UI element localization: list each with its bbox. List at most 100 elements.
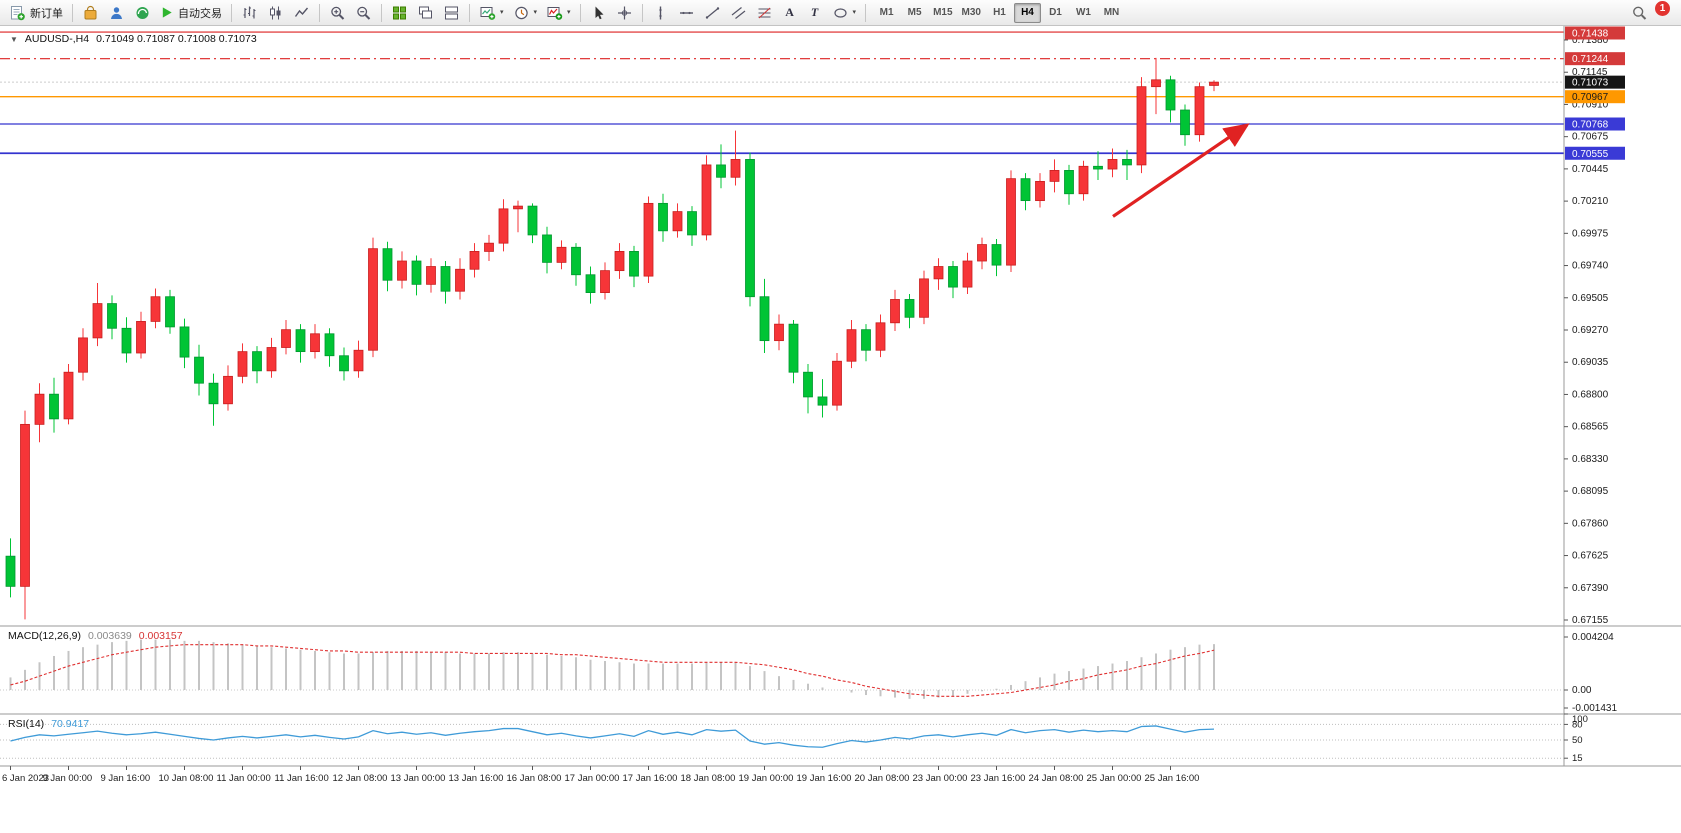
- macd-axis-label: 0.00: [1572, 685, 1592, 696]
- price-axis-label: 0.67625: [1572, 551, 1609, 562]
- market-button[interactable]: [78, 2, 103, 24]
- trendline-button[interactable]: [700, 2, 725, 24]
- candle: [1093, 165, 1103, 170]
- candle: [5, 555, 16, 587]
- price-axis-label: 0.69740: [1572, 261, 1609, 272]
- label-tool-button[interactable]: T: [803, 2, 827, 24]
- profiles-button[interactable]: ▾: [509, 2, 542, 24]
- zoom-out-button[interactable]: [351, 2, 376, 24]
- candle: [745, 159, 755, 298]
- candle: [208, 382, 219, 405]
- main-toolbar: 新订单 自动交易: [0, 0, 1681, 26]
- time-axis-label: 13 Jan 16:00: [449, 773, 504, 784]
- new-chart-icon: [480, 6, 496, 20]
- line-chart-button[interactable]: [289, 2, 314, 24]
- candlestick-chart-icon: [270, 6, 281, 19]
- candle: [629, 251, 639, 277]
- timeframe-MN[interactable]: MN: [1098, 3, 1125, 23]
- channel-button[interactable]: [726, 2, 751, 24]
- community-icon: [136, 6, 149, 19]
- new-order-button[interactable]: 新订单: [5, 2, 67, 24]
- shapes-button[interactable]: ▾: [828, 2, 861, 24]
- time-axis-label: 11 Jan 00:00: [217, 773, 271, 784]
- signals-button[interactable]: [104, 2, 129, 24]
- horizontal-line-button[interactable]: [674, 2, 699, 24]
- price-badge-label: 0.71073: [1572, 78, 1609, 89]
- toolbar-divider: [231, 3, 232, 22]
- macd-axis-label: -0.001431: [1572, 703, 1617, 714]
- candle: [556, 246, 567, 263]
- autotrading-label: 自动交易: [178, 7, 222, 20]
- time-axis-label: 23 Jan 16:00: [971, 773, 1026, 784]
- crosshair-button[interactable]: [612, 2, 637, 24]
- candle: [774, 323, 784, 342]
- shapes-icon: [833, 7, 847, 18]
- candle: [687, 211, 697, 236]
- candle: [34, 393, 45, 425]
- time-axis-label: 25 Jan 16:00: [1145, 773, 1200, 784]
- tile-windows-button[interactable]: [387, 2, 412, 24]
- arrange-windows-icon: [445, 6, 458, 19]
- candle: [948, 266, 958, 288]
- time-axis-label: 23 Jan 00:00: [913, 773, 968, 784]
- chart-window: 0.71380 0.71145 0.70910 0.70675 0.70445 0.702…: [0, 26, 1681, 833]
- vertical-line-icon: [658, 6, 662, 19]
- toolbar-divider: [579, 3, 581, 22]
- cascade-windows-icon: [419, 6, 432, 18]
- candle: [498, 208, 509, 244]
- zoom-in-button[interactable]: [325, 2, 350, 24]
- timeframe-M5[interactable]: M5: [901, 3, 928, 23]
- bar-chart-button[interactable]: [237, 2, 262, 24]
- price-badge: [1565, 146, 1625, 160]
- candle: [542, 234, 552, 263]
- time-axis-label: 16 Jan 08:00: [507, 773, 562, 784]
- candle: [165, 296, 175, 328]
- candle: [962, 260, 973, 288]
- timeframe-M15[interactable]: M15: [929, 3, 956, 23]
- candle: [252, 351, 262, 372]
- candlestick-chart-button[interactable]: [263, 2, 288, 24]
- trend-arrow[interactable]: [1112, 123, 1250, 218]
- text-tool-button[interactable]: A: [778, 2, 802, 24]
- timeframe-H1[interactable]: H1: [986, 3, 1013, 23]
- candle: [658, 202, 668, 232]
- candle: [397, 260, 407, 281]
- horizontal-line-icon: [679, 11, 693, 14]
- price-chart-canvas[interactable]: 0.71380 0.71145 0.70910 0.70675 0.70445 0.702…: [0, 26, 1681, 833]
- timeframe-toolbar: M1 M5 M15 M30 H1 H4 D1 W1 MN: [873, 2, 1125, 23]
- timeframe-D1[interactable]: D1: [1042, 3, 1069, 23]
- timeframe-M30[interactable]: M30: [958, 3, 985, 23]
- price-badge: [1565, 90, 1625, 104]
- vertical-line-button[interactable]: [648, 2, 673, 24]
- market-icon: [84, 5, 97, 19]
- time-axis-label: 10 Jan 08:00: [159, 773, 214, 784]
- candle: [353, 349, 364, 372]
- candle: [788, 323, 799, 373]
- candle: [1194, 86, 1205, 136]
- candle: [469, 251, 480, 270]
- timeframe-W1[interactable]: W1: [1070, 3, 1097, 23]
- indicators-button[interactable]: ▾: [542, 2, 575, 24]
- community-button[interactable]: [130, 2, 155, 24]
- timeframe-H4[interactable]: H4: [1013, 2, 1041, 23]
- time-axis-label: 9 Jan 00:00: [43, 773, 93, 784]
- search-button[interactable]: [1627, 2, 1652, 24]
- new-chart-button[interactable]: ▾: [475, 2, 508, 24]
- candle: [310, 333, 320, 353]
- candle: [78, 337, 88, 373]
- notification-badge[interactable]: 1: [1655, 1, 1670, 16]
- fibonacci-button[interactable]: [752, 2, 777, 24]
- autotrading-button[interactable]: 自动交易: [156, 2, 226, 24]
- candle: [861, 329, 871, 351]
- time-axis-label: 19 Jan 00:00: [739, 773, 794, 784]
- toolbar-divider: [381, 3, 382, 22]
- zoom-in-icon: [331, 6, 345, 20]
- timeframe-M1[interactable]: M1: [873, 3, 900, 23]
- macd-signal-line: [10, 644, 1215, 697]
- time-axis-label: 18 Jan 08:00: [681, 773, 736, 784]
- arrange-windows-button[interactable]: [439, 2, 464, 24]
- cursor-button[interactable]: [586, 2, 611, 24]
- candle: [513, 205, 523, 210]
- cascade-windows-button[interactable]: [413, 2, 438, 24]
